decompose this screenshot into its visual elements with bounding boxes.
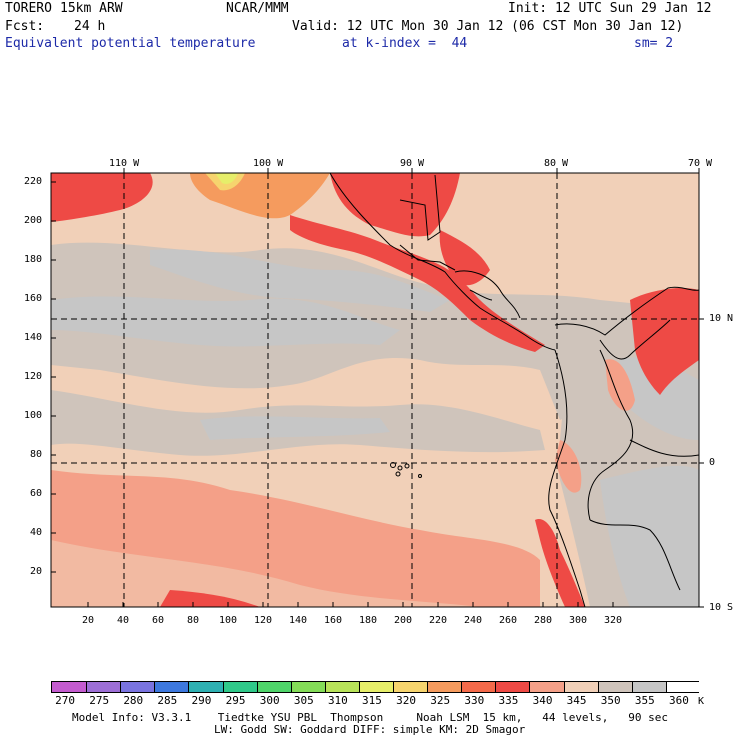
colorbar-swatch (256, 682, 291, 692)
colorbar-tick-label: 325 (430, 694, 451, 707)
grid-x-label: 180 (359, 615, 378, 626)
coastlines (329, 173, 699, 607)
forecast-hour: 24 h (74, 19, 106, 34)
grid-y-label: 40 (30, 527, 43, 538)
colorbar-swatch (52, 682, 87, 692)
lon-label-110w: 110 W (109, 158, 140, 169)
grid-y-label: 20 (30, 566, 43, 577)
grid-y-label: 200 (24, 215, 43, 226)
colorbar-unit: K (698, 696, 705, 707)
colorbar-swatch (529, 682, 564, 692)
colorbar-swatch (154, 682, 189, 692)
colorbar-tick-label: 330 (464, 694, 485, 707)
colorbar-swatch (358, 682, 394, 692)
colorbar-swatch (393, 682, 428, 692)
grid-x-label: 260 (499, 615, 518, 626)
colorbar-swatch (120, 682, 155, 692)
colorbar-swatch (188, 682, 223, 692)
colorbar-tick-label: 320 (396, 694, 417, 707)
lon-label-70w: 70 W (688, 158, 713, 169)
colorbar-swatch (597, 682, 632, 692)
model-info-line1: Model Info: V3.3.1 Tiedtke YSU PBL Thomp… (72, 711, 669, 724)
grid-x-label: 140 (289, 615, 308, 626)
grid-x-label: 20 (82, 615, 95, 626)
lat-label-10s: 10 S (709, 602, 734, 613)
grid-x-label: 160 (324, 615, 343, 626)
grid-x-label: 320 (604, 615, 623, 626)
colorbar-tick-label: 285 (157, 694, 178, 707)
colorbar-swatch (495, 682, 530, 692)
grid-y-label: 80 (30, 449, 43, 460)
colorbar-swatch (290, 682, 325, 692)
grid-x-label: 240 (464, 615, 483, 626)
colorbar-tick-label: 345 (566, 694, 587, 707)
center-name: NCAR/MMM (226, 1, 289, 16)
colorbar-tick-label: 350 (600, 694, 621, 707)
galapagos-islands (390, 462, 422, 478)
plot-frame (50, 172, 700, 608)
grid-y-label: 140 (24, 332, 43, 343)
grid-x-label: 100 (219, 615, 238, 626)
grid-y-label: 60 (30, 488, 43, 499)
lon-label-80w: 80 W (544, 158, 569, 169)
grid-x-label: 120 (254, 615, 273, 626)
colorbar-swatch (461, 682, 496, 692)
colorbar-tick-label: 355 (634, 694, 655, 707)
colorbar-tick-label: 270 (55, 694, 75, 707)
colorbar-swatch (222, 682, 257, 692)
grid-index-ticks (51, 181, 614, 607)
grid-x-label: 40 (117, 615, 130, 626)
grid-x-label: 300 (569, 615, 588, 626)
lat-label-0: 0 (709, 457, 716, 468)
forecast-label: Fcst: (5, 19, 45, 34)
level-index: at k-index = 44 (342, 36, 468, 51)
colorbar-tick-label: 340 (532, 694, 553, 707)
grid-x-label: 80 (187, 615, 200, 626)
grid-x-label: 200 (394, 615, 413, 626)
grid-x-label: 220 (429, 615, 448, 626)
colorbar-tick-label: 315 (362, 694, 382, 707)
colorbar-tick-label: 275 (89, 694, 110, 707)
init-time: Init: 12 UTC Sun 29 Jan 12 (508, 1, 712, 16)
colorbar-tick-label: 335 (498, 694, 519, 707)
colorbar (51, 681, 700, 693)
grid-x-label: 280 (534, 615, 553, 626)
grid-y-label: 180 (24, 254, 43, 265)
colorbar-swatch (324, 682, 359, 692)
colorbar-swatch (631, 682, 666, 692)
grid-y-label: 120 (24, 371, 43, 382)
lat-label-10n: 10 N (709, 313, 734, 324)
colorbar-tick-label: 305 (293, 694, 314, 707)
grid-y-label: 100 (24, 410, 43, 421)
colorbar-tick-label: 360 (669, 694, 689, 707)
latlon-grid (51, 173, 699, 607)
axis-ticks (123, 168, 704, 608)
grid-x-label: 60 (152, 615, 165, 626)
valid-time: Valid: 12 UTC Mon 30 Jan 12 (06 CST Mon … (292, 19, 684, 34)
lon-label-100w: 100 W (253, 158, 284, 169)
colorbar-swatch (665, 682, 700, 692)
colorbar-swatch (86, 682, 121, 692)
model-resolution: 15km ARW (60, 1, 123, 16)
field-name: Equivalent potential temperature (5, 36, 256, 51)
grid-y-label: 160 (24, 293, 43, 304)
colorbar-tick-label: 290 (191, 694, 212, 707)
colorbar-swatch (563, 682, 598, 692)
lon-label-90w: 90 W (400, 158, 425, 169)
colorbar-tick-label: 280 (123, 694, 144, 707)
theta-e-field (51, 173, 699, 607)
colorbar-swatch (427, 682, 462, 692)
colorbar-tick-label: 300 (259, 694, 280, 707)
colorbar-tick-label: 295 (225, 694, 246, 707)
smoothing-value: sm= 2 (634, 36, 674, 51)
colorbar-tick-label: 310 (327, 694, 348, 707)
model-info-line2: LW: Godd SW: Goddard DIFF: simple KM: 2D… (214, 723, 526, 736)
model-name: TORERO (5, 1, 52, 16)
grid-y-label: 220 (24, 176, 43, 187)
